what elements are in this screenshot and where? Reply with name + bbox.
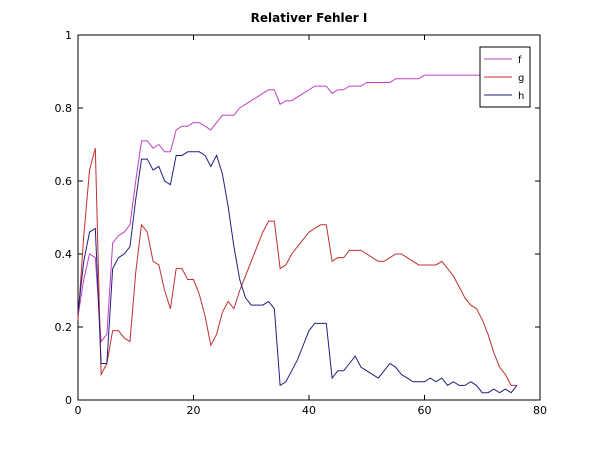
y-tick-label: 0.8 [55, 102, 73, 115]
x-tick-label: 20 [187, 404, 201, 417]
y-tick-label: 0.2 [55, 321, 73, 334]
series-line [77, 71, 517, 343]
y-tick-label: 0 [65, 394, 72, 407]
y-tick-label: 0.6 [55, 175, 73, 188]
legend-label: g [518, 73, 524, 84]
y-tick-label: 1 [65, 29, 72, 42]
x-tick-label: 40 [302, 404, 316, 417]
legend-label: h [518, 91, 524, 102]
x-tick-label: 60 [418, 404, 432, 417]
chart-title: Relativer Fehler I [251, 11, 368, 25]
legend-label: f [518, 55, 522, 66]
x-tick-label: 80 [533, 404, 547, 417]
series-line [77, 151, 518, 394]
series-line [77, 148, 517, 386]
y-tick-label: 0.4 [55, 248, 73, 261]
x-tick-label: 0 [75, 404, 82, 417]
